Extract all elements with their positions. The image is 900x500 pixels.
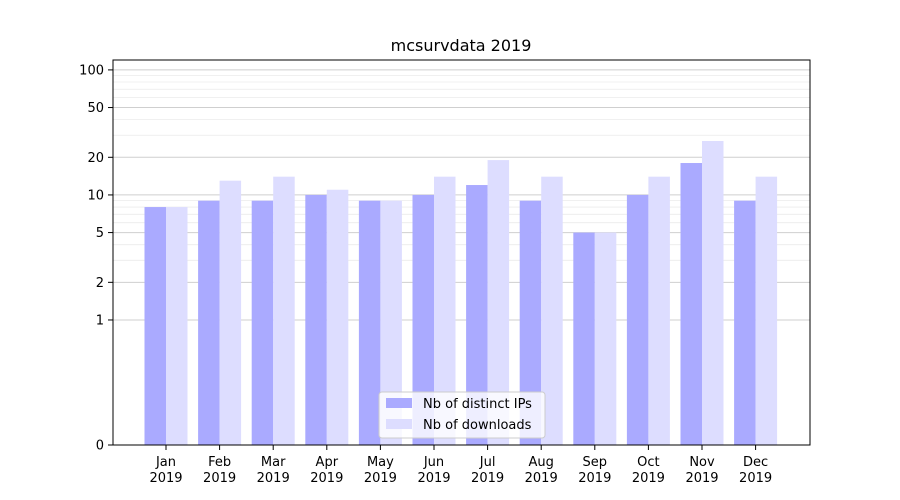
- x-tick-label-month: Oct: [637, 455, 659, 470]
- x-tick-label-month: Sep: [583, 455, 608, 470]
- chart-title: mcsurvdata 2019: [391, 36, 532, 55]
- x-tick-label-year: 2019: [149, 471, 182, 486]
- bar-distinct-ips-dec: [734, 200, 756, 445]
- bar-downloads-oct: [648, 176, 670, 445]
- legend-swatch-distinct-ips: [386, 398, 412, 408]
- x-tick-label-month: Nov: [689, 455, 715, 470]
- x-tick-label-year: 2019: [257, 471, 290, 486]
- y-tick-label: 100: [79, 63, 104, 78]
- legend: Nb of distinct IPs Nb of downloads: [378, 391, 546, 439]
- x-tick-label-year: 2019: [578, 471, 611, 486]
- bar-downloads-jun: [434, 176, 456, 445]
- bar-distinct-ips-jan: [144, 207, 166, 445]
- bar-downloads-feb: [219, 180, 242, 445]
- bar-distinct-ips-jun: [412, 194, 434, 445]
- bar-distinct-ips-mar: [251, 200, 274, 445]
- x-tick-label-year: 2019: [417, 471, 450, 486]
- x-tick-label-year: 2019: [203, 471, 236, 486]
- x-tick-label-month: Jul: [479, 455, 496, 470]
- y-tick-label: 0: [96, 439, 104, 454]
- x-tick-label-year: 2019: [632, 471, 665, 486]
- bar-distinct-ips-nov: [680, 163, 702, 445]
- x-tick-label-year: 2019: [685, 471, 718, 486]
- y-tick-label: 1: [96, 313, 104, 328]
- legend-box: [378, 391, 546, 439]
- y-tick-label: 10: [87, 188, 104, 203]
- x-tick-label-month: Jun: [423, 455, 444, 470]
- legend-swatch-downloads: [386, 419, 412, 429]
- x-tick-label-month: Jan: [155, 455, 176, 470]
- bar-downloads-jan: [166, 207, 188, 445]
- bar-downloads-sep: [594, 232, 617, 445]
- bar-downloads-mar: [273, 176, 295, 445]
- bar-distinct-ips-apr: [305, 194, 327, 445]
- x-tick-label-month: Feb: [208, 455, 231, 470]
- x-tick-label-year: 2019: [525, 471, 558, 486]
- bar-distinct-ips-jul: [466, 185, 488, 445]
- plot-frame: [112, 59, 811, 446]
- bar-downloads-jul: [487, 160, 510, 445]
- x-tick-label-year: 2019: [310, 471, 343, 486]
- y-tick-label: 50: [87, 101, 104, 116]
- bar-downloads-may: [380, 200, 402, 445]
- legend-label-downloads: Nb of downloads: [423, 418, 532, 433]
- x-tick-label-year: 2019: [739, 471, 772, 486]
- y-tick-label: 2: [96, 276, 104, 291]
- x-tick-label-month: Mar: [261, 455, 286, 470]
- bar-distinct-ips-may: [358, 200, 381, 445]
- x-tick-label-month: Dec: [743, 455, 768, 470]
- x-tick-label-month: Aug: [529, 455, 554, 470]
- bar-distinct-ips-feb: [198, 200, 220, 445]
- x-tick-label-month: Apr: [316, 455, 339, 470]
- bar-downloads-nov: [702, 140, 724, 445]
- x-axis: Jan2019Feb2019Mar2019Apr2019May2019Jun20…: [149, 445, 772, 486]
- bar-distinct-ips-aug: [519, 200, 542, 445]
- bar-distinct-ips-oct: [626, 194, 649, 445]
- y-tick-label: 5: [96, 226, 104, 241]
- x-tick-label-year: 2019: [364, 471, 397, 486]
- bar-downloads-aug: [541, 176, 563, 445]
- x-tick-label-month: May: [367, 455, 394, 470]
- y-axis: 0 1 2 5 10 20 50 100: [79, 63, 113, 454]
- legend-label-distinct-ips: Nb of distinct IPs: [423, 397, 532, 412]
- bars-layer: [144, 140, 778, 445]
- y-tick-label: 20: [87, 151, 104, 166]
- bar-distinct-ips-sep: [573, 232, 595, 445]
- bar-downloads-dec: [755, 176, 778, 445]
- x-tick-label-year: 2019: [471, 471, 504, 486]
- bar-downloads-apr: [326, 189, 349, 445]
